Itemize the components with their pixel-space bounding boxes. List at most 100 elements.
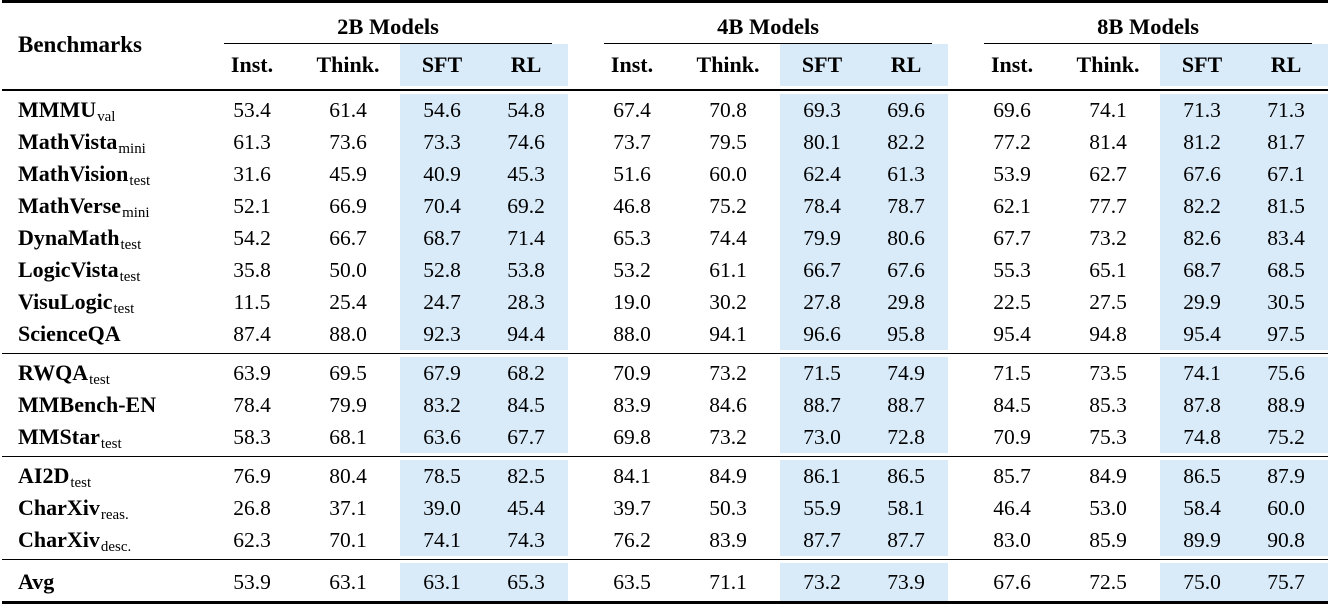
cell-mathvision-test-8b-sft: 67.6 [1160, 158, 1245, 190]
cell-visulogic-test-2b-inst: 11.5 [233, 289, 271, 314]
cell-mathvision-test-8b-think: 62.7 [1089, 161, 1127, 186]
column-spacer [568, 563, 589, 603]
cell-logicvista-test-8b-sft: 68.7 [1160, 254, 1245, 286]
benchmark-label-visulogic-test: VisuLogictest [2, 286, 208, 318]
benchmark-label-logicvista-test: LogicVistatest [2, 254, 208, 286]
cell-avg-2b-sft: 63.1 [400, 563, 484, 603]
cell-mmbench-en-8b-think: 85.3 [1089, 392, 1127, 417]
cell-mmmu-val-2b-think: 61.4 [329, 97, 367, 122]
column-header-2b-think: Think. [316, 52, 380, 77]
cell-mmmu-val-8b-inst: 69.6 [993, 97, 1031, 122]
cell-avg-2b-inst: 53.9 [233, 569, 271, 594]
table-row-scienceqa: ScienceQA 87.4 88.0 92.3 94.4 88.0 94.1 96.6 95.… [2, 318, 1329, 350]
cell-mmstar-test-4b-rl: 72.8 [864, 421, 949, 453]
cell-mathvista-mini-2b-rl: 74.6 [484, 126, 569, 158]
benchmark-subscript: test [70, 475, 92, 492]
cell-mathvision-test-2b-think: 45.9 [329, 161, 367, 186]
subheader-row: Inst. Think. SFT RL Inst. Think. SFT RL Inst. Thi… [2, 44, 1329, 86]
cell-visulogic-test-4b-rl: 29.8 [864, 286, 949, 318]
cell-visulogic-test-4b-sft: 27.8 [780, 286, 865, 318]
cell-mathvision-test-2b-sft: 40.9 [400, 158, 484, 190]
column-spacer [948, 94, 969, 126]
cell-mathvista-mini-8b-rl: 81.7 [1244, 126, 1329, 158]
cell-charxiv-desc-4b-rl: 87.7 [864, 524, 949, 556]
cell-ai2d-test-4b-think: 84.9 [709, 463, 747, 488]
cell-ai2d-test-4b-sft: 86.1 [780, 460, 865, 492]
cell-charxiv-desc-8b-think: 85.9 [1089, 527, 1127, 552]
cell-scienceqa-4b-rl: 95.8 [864, 318, 949, 350]
rule-cell [2, 350, 1329, 357]
cell-mathverse-mini-8b-sft: 82.2 [1160, 190, 1245, 222]
cell-mmmu-val-4b-sft: 69.3 [780, 94, 865, 126]
cell-charxiv-reas-8b-think: 53.0 [1089, 495, 1127, 520]
cell-logicvista-test-4b-rl: 67.6 [864, 254, 949, 286]
cell-ai2d-test-8b-inst: 85.7 [993, 463, 1031, 488]
cell-mathvision-test-2b-rl: 45.3 [484, 158, 569, 190]
column-header-4b-inst: Inst. [610, 52, 654, 77]
cell-scienceqa-8b-inst: 95.4 [993, 321, 1031, 346]
cell-charxiv-desc-2b-inst: 62.3 [233, 527, 271, 552]
cell-logicvista-test-4b-think: 61.1 [709, 257, 747, 282]
cell-charxiv-reas-4b-sft: 55.9 [780, 492, 865, 524]
table-row-logicvista-test: LogicVistatest 35.8 50.0 52.8 53.8 53.2 61.1 66… [2, 254, 1329, 286]
cell-mathvision-test-4b-think: 60.0 [709, 161, 747, 186]
cell-ai2d-test-2b-rl: 82.5 [484, 460, 569, 492]
cell-mathvista-mini-4b-think: 79.5 [709, 129, 747, 154]
cell-mathverse-mini-4b-sft: 78.4 [780, 190, 865, 222]
section-rule-row [2, 350, 1329, 357]
column-spacer [568, 254, 589, 286]
cell-mathvision-test-2b-inst: 31.6 [233, 161, 271, 186]
cell-mmmu-val-4b-think: 70.8 [709, 97, 747, 122]
column-spacer [568, 460, 589, 492]
benchmark-name: ScienceQA [18, 321, 121, 346]
cell-logicvista-test-2b-sft: 52.8 [400, 254, 484, 286]
cell-charxiv-reas-8b-rl: 60.0 [1244, 492, 1329, 524]
cell-mmmu-val-2b-inst: 53.4 [233, 97, 271, 122]
benchmark-label-mathvista-mini: MathVistamini [2, 126, 208, 158]
cell-charxiv-reas-8b-sft: 58.4 [1160, 492, 1245, 524]
column-spacer [948, 492, 969, 524]
cell-mmbench-en-4b-think: 84.6 [709, 392, 747, 417]
cell-charxiv-reas-4b-think: 50.3 [709, 495, 747, 520]
cell-ai2d-test-8b-think: 84.9 [1089, 463, 1127, 488]
cell-charxiv-desc-4b-inst: 76.2 [613, 527, 651, 552]
cell-charxiv-desc-8b-sft: 89.9 [1160, 524, 1245, 556]
column-spacer [568, 492, 589, 524]
cell-mathverse-mini-4b-think: 75.2 [709, 193, 747, 218]
table-row-dynamath-test: DynaMathtest 54.2 66.7 68.7 71.4 65.3 74.4 79.9… [2, 222, 1329, 254]
cell-dynamath-test-2b-inst: 54.2 [233, 225, 271, 250]
benchmarks-column-header: Benchmarks [18, 31, 142, 57]
cell-charxiv-desc-4b-think: 83.9 [709, 527, 747, 552]
cell-mathvista-mini-2b-sft: 73.3 [400, 126, 484, 158]
cell-mathverse-mini-2b-inst: 52.1 [233, 193, 271, 218]
column-header-8b-sft: SFT [1160, 44, 1245, 86]
table-row-visulogic-test: VisuLogictest 11.5 25.4 24.7 28.3 19.0 30.2 27.… [2, 286, 1329, 318]
column-spacer [568, 524, 589, 556]
group-header-2b-models: 2B Models [208, 2, 568, 44]
cell-dynamath-test-4b-inst: 65.3 [613, 225, 651, 250]
benchmark-label-avg: Avg [2, 563, 208, 603]
column-spacer [948, 1, 969, 44]
cell-mmmu-val-8b-sft: 71.3 [1160, 94, 1245, 126]
cell-mmstar-test-4b-inst: 69.8 [613, 424, 651, 449]
column-spacer [948, 286, 969, 318]
cell-logicvista-test-4b-inst: 53.2 [613, 257, 651, 282]
benchmark-name: AI2D [18, 463, 70, 488]
benchmark-label-charxiv-reas: CharXivreas. [2, 492, 208, 524]
benchmark-label-scienceqa: ScienceQA [2, 318, 208, 350]
benchmark-name: MMBench-EN [18, 392, 157, 417]
cell-mathvision-test-8b-inst: 53.9 [993, 161, 1031, 186]
cell-charxiv-desc-4b-sft: 87.7 [780, 524, 865, 556]
column-spacer [948, 190, 969, 222]
cell-dynamath-test-8b-sft: 82.6 [1160, 222, 1245, 254]
benchmark-subscript: test [100, 436, 122, 453]
cell-avg-4b-sft: 73.2 [780, 563, 865, 603]
column-spacer [568, 421, 589, 453]
cell-scienceqa-8b-rl: 97.5 [1244, 318, 1329, 350]
cell-mathvista-mini-4b-rl: 82.2 [864, 126, 949, 158]
cell-mathverse-mini-4b-rl: 78.7 [864, 190, 949, 222]
group-title: 8B Models [984, 3, 1313, 44]
cell-mmmu-val-4b-rl: 69.6 [864, 94, 949, 126]
cell-charxiv-reas-4b-inst: 39.7 [613, 495, 651, 520]
